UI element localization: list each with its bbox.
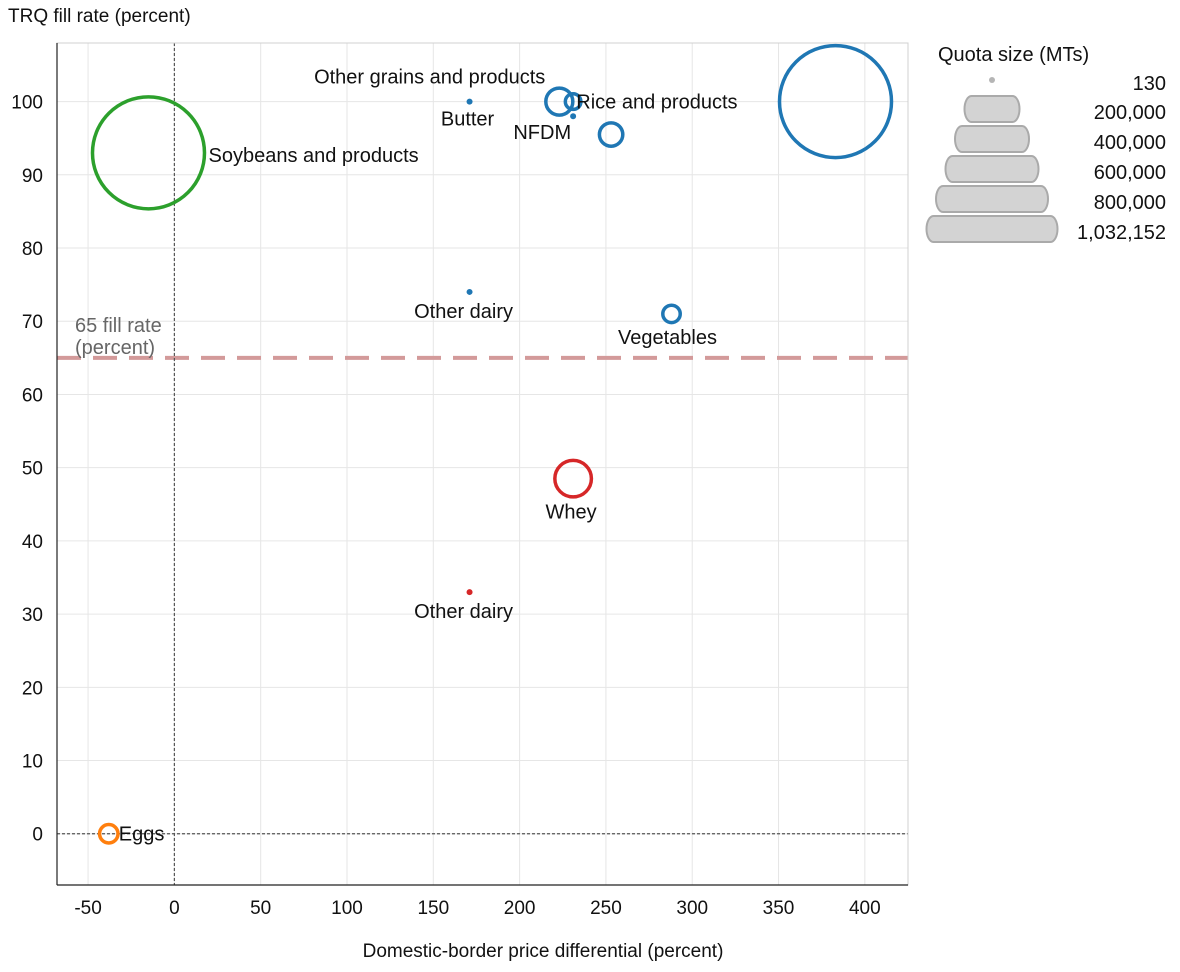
y-tick-label: 10 [22, 752, 43, 773]
data-point [544, 86, 575, 117]
data-point [777, 43, 894, 160]
y-tick-label: 100 [11, 93, 43, 114]
point-label: Vegetables [618, 327, 717, 349]
data-points [90, 43, 894, 845]
point-label: Whey [546, 502, 597, 524]
x-tick-label: -50 [74, 898, 101, 919]
x-tick-label: 200 [504, 898, 536, 919]
data-point [570, 113, 577, 120]
data-point [563, 92, 583, 112]
x-tick-label: 350 [763, 898, 795, 919]
threshold-label-line1: 65 fill rate [75, 315, 162, 337]
legend-size-label: 800,000 [1094, 192, 1166, 214]
point-label: Rice and products [576, 92, 737, 114]
data-point [661, 303, 682, 325]
legend-size-label: 200,000 [1094, 102, 1166, 124]
y-tick-label: 60 [22, 385, 43, 406]
legend-size-label: 600,000 [1094, 162, 1166, 184]
x-axis-title: Domestic-border price differential (perc… [363, 941, 724, 962]
legend-size-label: 400,000 [1094, 132, 1166, 154]
legend-swatch [954, 125, 1030, 153]
data-point [466, 288, 473, 295]
threshold-label-line2: (percent) [75, 337, 155, 359]
legend-swatch [944, 155, 1040, 183]
point-label: Soybeans and products [208, 145, 418, 167]
point-label: Other dairy [414, 601, 513, 623]
legend-size-label: 130 [1133, 73, 1166, 95]
x-tick-label: 100 [331, 898, 363, 919]
point-label: Other grains and products [314, 67, 545, 89]
x-tick-label: 250 [590, 898, 622, 919]
x-tick-label: 150 [417, 898, 449, 919]
point-label: Eggs [119, 824, 165, 846]
y-tick-label: 0 [32, 825, 43, 846]
data-point [90, 95, 207, 211]
y-tick-label: 40 [22, 532, 43, 553]
data-point [97, 822, 120, 845]
legend-size-label: 1,032,152 [1077, 222, 1166, 244]
y-tick-label: 30 [22, 605, 43, 626]
data-point [466, 98, 473, 105]
data-point [466, 589, 473, 596]
legend-swatch [935, 185, 1049, 213]
y-axis-title: TRQ fill rate (percent) [8, 6, 191, 27]
y-tick-label: 70 [22, 312, 43, 333]
point-label: Butter [441, 109, 495, 131]
plot-frame [56, 42, 909, 886]
y-tick-label: 80 [22, 239, 43, 260]
legend-swatch [963, 95, 1021, 123]
size-legend-title: Quota size (MTs) [938, 44, 1089, 66]
x-tick-label: 50 [250, 898, 271, 919]
legend-swatch [925, 215, 1059, 243]
y-tick-label: 20 [22, 678, 43, 699]
grid [57, 43, 908, 885]
data-point [553, 458, 594, 499]
y-tick-label: 50 [22, 459, 43, 480]
data-point [597, 121, 625, 148]
y-tick-label: 90 [22, 166, 43, 187]
point-label: NFDM [513, 122, 571, 144]
legend-swatch [989, 77, 995, 83]
reference-lines: 65 fill rate(percent) [57, 43, 908, 885]
axes: -50 0 50 100 150 200 250 300 350 400 0 10 20 30 40 50 60… [11, 42, 909, 919]
point-labels: Soybeans and products Rice and products Ot… [119, 67, 738, 846]
size-legend: Quota size (MTs) 130 200,000 400,000 600,000… [925, 44, 1166, 244]
x-tick-label: 0 [169, 898, 180, 919]
x-tick-label: 400 [849, 898, 881, 919]
point-label: Other dairy [414, 301, 513, 323]
x-tick-label: 300 [676, 898, 708, 919]
